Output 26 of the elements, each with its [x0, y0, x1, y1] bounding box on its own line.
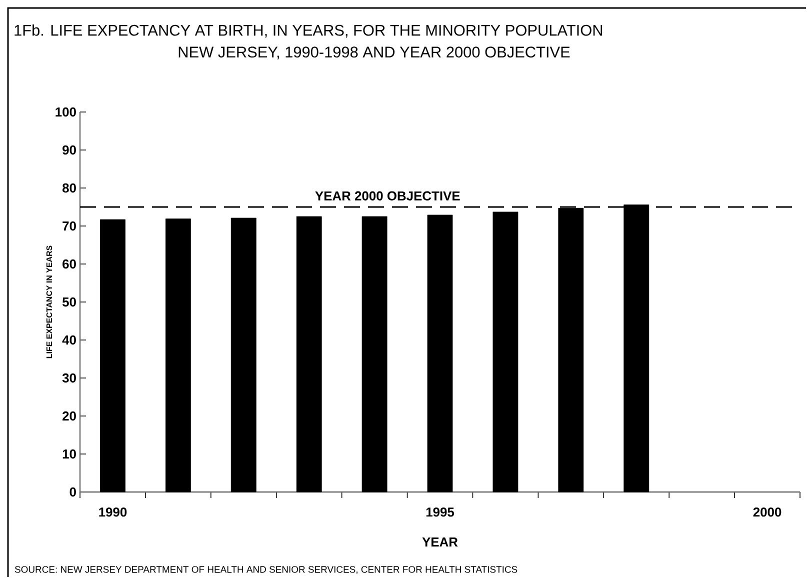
bar [230, 218, 256, 492]
x-axis-title: YEAR [422, 538, 458, 546]
ref-line-label: YEAR 2000 OBJECTIVE [315, 191, 460, 200]
source-note: SOURCE: NEW JERSEY DEPARTMENT OF HEALTH AND SENIOR SERVICES, CENTER FOR HEALTH STATISTICS [14, 566, 518, 574]
y-tick-label: 100 [56, 107, 76, 117]
x-tick-label: 2000 [753, 508, 782, 517]
chart-title: 1Fb. LIFE EXPECTANCY AT BIRTH, IN YEARS, FOR THE MINORITY POPULATION [14, 24, 602, 38]
bar [427, 214, 453, 492]
chart-subtitle: NEW JERSEY, 1990-1998 AND YEAR 2000 OBJECTIVE [178, 46, 570, 60]
x-tick-label: 1990 [99, 508, 127, 517]
x-tick-label: 1995 [426, 508, 454, 517]
y-tick-label: 50 [62, 297, 76, 307]
bar [492, 212, 518, 492]
y-tick-label: 60 [62, 259, 76, 269]
y-tick-label: 90 [62, 145, 76, 155]
y-tick-label: 0 [70, 487, 76, 497]
y-tick-label: 40 [62, 335, 76, 345]
y-tick-label: 30 [62, 373, 76, 383]
bar [362, 216, 388, 492]
bar [296, 216, 322, 492]
y-tick-label: 10 [62, 449, 76, 459]
y-tick-label: 70 [62, 221, 76, 231]
y-tick-label: 80 [62, 183, 76, 193]
bar [165, 218, 191, 492]
bar [100, 219, 126, 492]
y-tick-label: 20 [62, 411, 76, 421]
